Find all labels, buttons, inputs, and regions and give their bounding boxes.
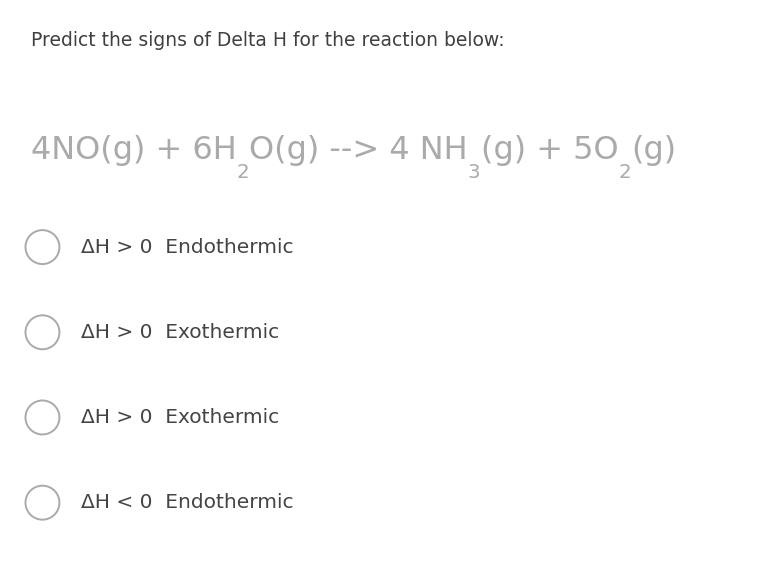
Ellipse shape (25, 400, 59, 435)
Ellipse shape (25, 486, 59, 520)
Text: (g): (g) (631, 135, 676, 166)
Text: ΔH < 0  Endothermic: ΔH < 0 Endothermic (81, 493, 293, 512)
Text: 2: 2 (237, 163, 249, 182)
Text: (g) + 5O: (g) + 5O (480, 135, 618, 166)
Text: ΔH > 0  Endothermic: ΔH > 0 Endothermic (81, 237, 293, 257)
Text: ΔH > 0  Exothermic: ΔH > 0 Exothermic (81, 408, 279, 427)
Text: Predict the signs of Delta H for the reaction below:: Predict the signs of Delta H for the rea… (31, 31, 505, 50)
Text: 4NO(g) + 6H: 4NO(g) + 6H (31, 135, 237, 166)
Text: O(g) --> 4 NH: O(g) --> 4 NH (249, 135, 468, 166)
Text: ΔH > 0  Exothermic: ΔH > 0 Exothermic (81, 323, 279, 342)
Ellipse shape (25, 315, 59, 349)
Text: 3: 3 (468, 163, 480, 182)
Ellipse shape (25, 230, 59, 264)
Text: 2: 2 (618, 163, 631, 182)
